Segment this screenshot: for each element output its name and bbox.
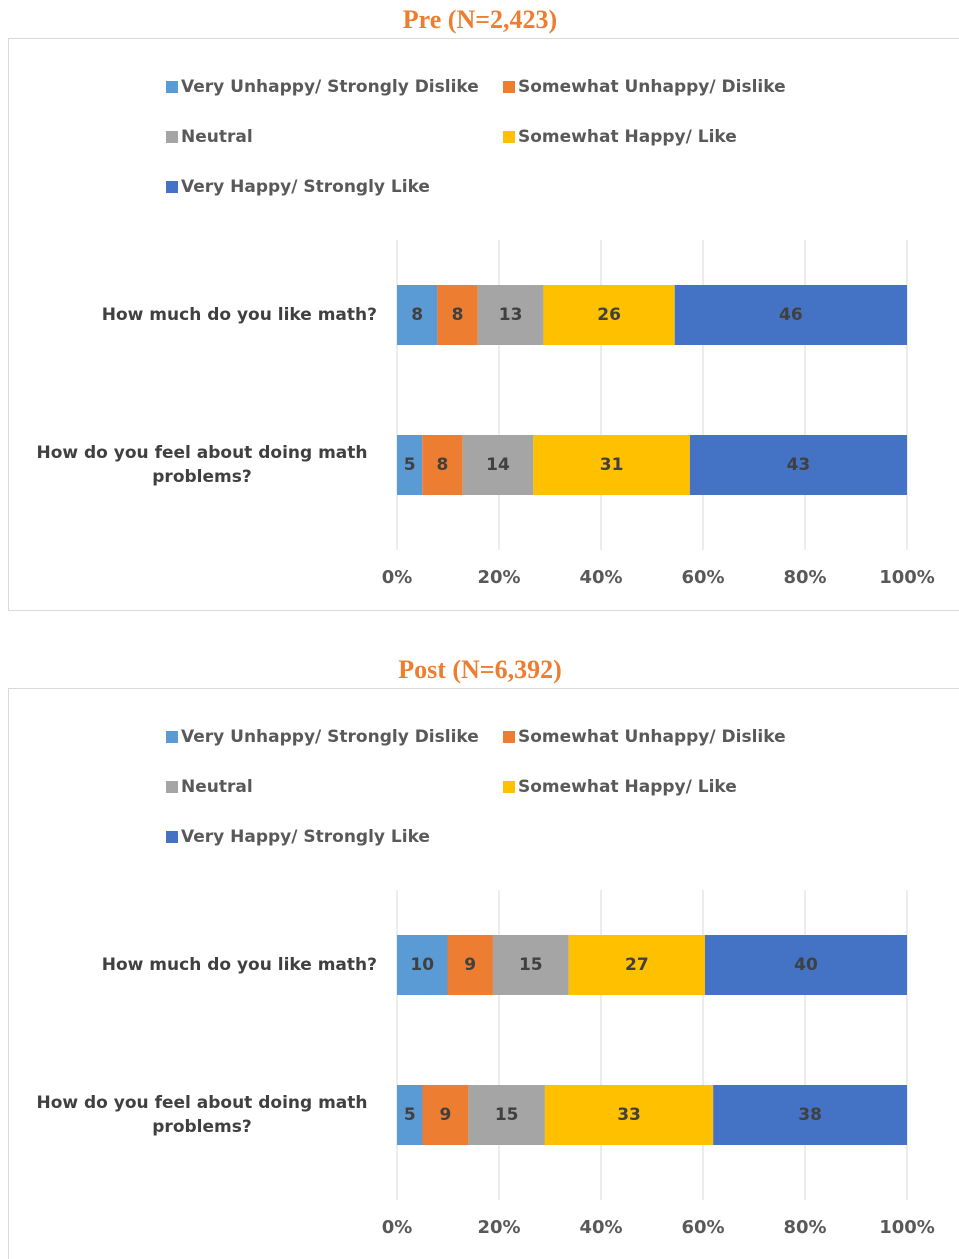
legend-swatch (503, 781, 515, 793)
x-tick-label: 20% (477, 1217, 520, 1238)
bar-segment (674, 285, 907, 345)
legend-label: Very Happy/ Strongly Like (181, 177, 430, 197)
bar-segment (422, 1085, 469, 1145)
legend-swatch (503, 81, 515, 93)
legend-swatch (166, 731, 178, 743)
data-label: 40 (794, 955, 818, 975)
chart-border (8, 38, 959, 611)
data-label: 10 (410, 955, 434, 975)
legend-swatch (166, 81, 178, 93)
legend-swatch (166, 781, 178, 793)
legend-swatch (166, 831, 178, 843)
legend-label: Somewhat Happy/ Like (518, 127, 737, 147)
bar-segment (422, 435, 463, 495)
x-tick-label: 60% (681, 1217, 724, 1238)
bar-segment (397, 285, 438, 345)
category-label: How much do you like math? (101, 955, 377, 975)
bar-segment (713, 1085, 907, 1145)
x-tick-label: 20% (477, 567, 520, 588)
bar-segment (568, 935, 706, 995)
data-label: 8 (437, 455, 449, 475)
legend-label: Neutral (181, 777, 253, 797)
data-label: 9 (440, 1105, 452, 1125)
data-label: 27 (625, 955, 649, 975)
x-tick-label: 100% (879, 1217, 935, 1238)
bar-segment (544, 1085, 714, 1145)
x-tick-label: 40% (579, 567, 622, 588)
x-tick-label: 60% (681, 567, 724, 588)
data-label: 46 (779, 305, 803, 325)
bar-segment (492, 935, 569, 995)
data-label: 26 (597, 305, 621, 325)
bar-segment (477, 285, 544, 345)
legend-label: Neutral (181, 127, 253, 147)
legend-label: Very Unhappy/ Strongly Dislike (181, 727, 479, 747)
bar-segment (533, 435, 690, 495)
data-label: 31 (600, 455, 624, 475)
legend-swatch (166, 131, 178, 143)
data-label: 8 (411, 305, 423, 325)
x-tick-label: 80% (783, 1217, 826, 1238)
chart-border (8, 688, 959, 1259)
bar-segment (397, 435, 423, 495)
legend-label: Somewhat Happy/ Like (518, 777, 737, 797)
data-label: 8 (452, 305, 464, 325)
legend-swatch (503, 731, 515, 743)
data-label: 14 (486, 455, 510, 475)
bar-segment (689, 435, 907, 495)
x-tick-label: 0% (382, 567, 413, 588)
bar-segment (462, 435, 534, 495)
data-label: 38 (798, 1105, 822, 1125)
category-label: How much do you like math? (101, 305, 377, 325)
x-tick-label: 100% (879, 567, 935, 588)
data-label: 43 (787, 455, 811, 475)
legend-label: Somewhat Unhappy/ Dislike (518, 727, 786, 747)
data-label: 15 (519, 955, 543, 975)
bar-segment (468, 1085, 545, 1145)
bar-segment (397, 1085, 423, 1145)
x-tick-label: 80% (783, 567, 826, 588)
data-label: 15 (495, 1105, 519, 1125)
bar-segment (447, 935, 493, 995)
x-tick-label: 40% (579, 1217, 622, 1238)
bar-segment (543, 285, 675, 345)
chart-title: Post (N=6,392) (398, 655, 562, 684)
data-label: 9 (464, 955, 476, 975)
legend-label: Very Unhappy/ Strongly Dislike (181, 77, 479, 97)
data-label: 33 (617, 1105, 641, 1125)
legend-swatch (166, 181, 178, 193)
bar-segment (397, 935, 448, 995)
data-label: 13 (499, 305, 523, 325)
data-label: 5 (404, 1105, 416, 1125)
legend-label: Somewhat Unhappy/ Dislike (518, 77, 786, 97)
legend-swatch (503, 131, 515, 143)
category-label: How do you feel about doing math problem… (36, 1093, 368, 1137)
x-tick-label: 0% (382, 1217, 413, 1238)
legend-label: Very Happy/ Strongly Like (181, 827, 430, 847)
bar-segment (705, 935, 907, 995)
chart-title: Pre (N=2,423) (403, 5, 557, 34)
data-label: 5 (404, 455, 416, 475)
category-label: How do you feel about doing math problem… (36, 443, 368, 487)
bar-segment (437, 285, 478, 345)
